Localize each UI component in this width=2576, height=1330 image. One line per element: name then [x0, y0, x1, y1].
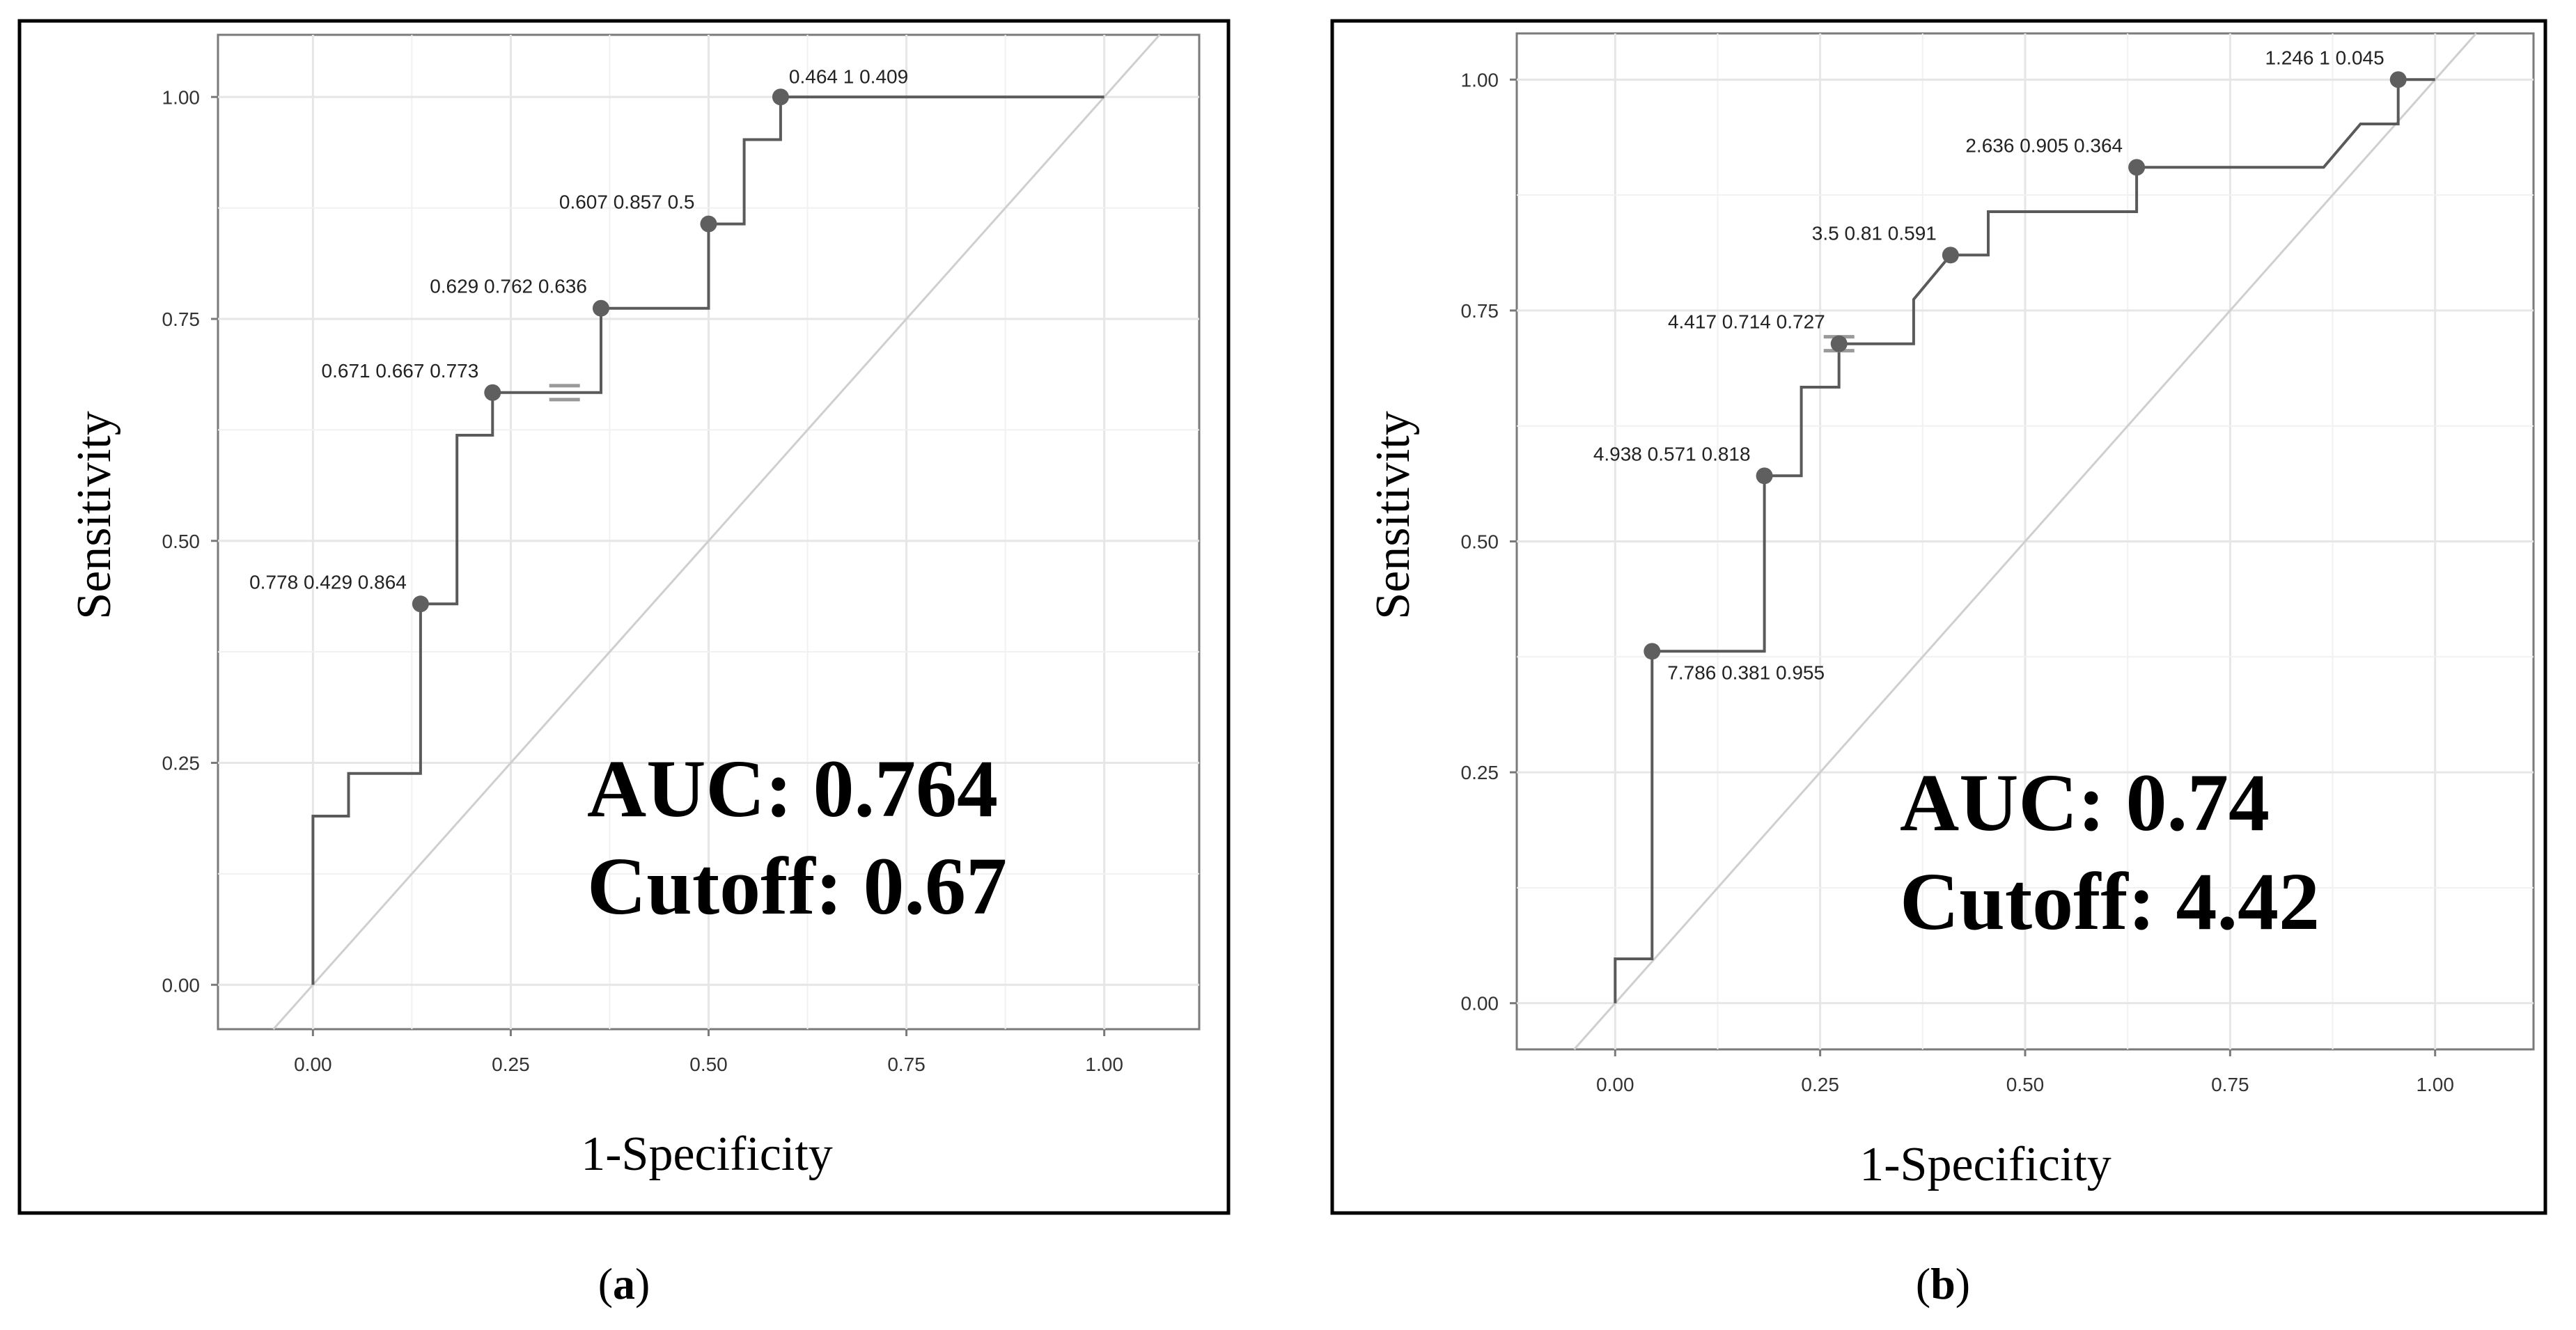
panel-b-roc-point	[1756, 467, 1773, 485]
panel-b-point-label: 7.786 0.381 0.955	[1667, 662, 1825, 683]
panel-a-roc-point	[772, 88, 789, 106]
panel-a-x-tick-label: 0.75	[887, 1054, 926, 1075]
panel-b-point-label: 3.5 0.81 0.591	[1812, 222, 1937, 244]
panel-b-cutoff-label: Cutoff: 4.42	[1900, 856, 2320, 947]
panel-a-roc-point	[484, 384, 501, 401]
panel-b-diagonal-line	[1573, 33, 2477, 1050]
panel-b-roc-point	[2128, 159, 2146, 176]
panel-b-y-tick-label: 0.50	[1461, 531, 1499, 553]
panel-a-x-tick-label: 0.50	[689, 1054, 728, 1075]
panel-a-y-tick-label: 0.00	[162, 974, 201, 996]
panel-a-point-label: 0.671 0.667 0.773	[322, 360, 479, 382]
panel-b-x-tick-label: 0.50	[2006, 1074, 2045, 1095]
panel-b-roc-point	[2389, 71, 2407, 88]
panel-a-point-label: 0.607 0.857 0.5	[559, 191, 695, 213]
panel-b-x-tick-label: 0.00	[1596, 1074, 1634, 1095]
panel-b-point-label: 4.417 0.714 0.727	[1668, 311, 1825, 333]
panel-b-y-tick-label: 0.00	[1461, 993, 1499, 1015]
panel-a-x-tick-label: 0.00	[294, 1054, 332, 1075]
panel-b-grid	[1517, 33, 2534, 1049]
caption-b: (b)	[1916, 1259, 1970, 1308]
panel-a-x-tick-label: 1.00	[1085, 1054, 1123, 1075]
panel-b-roc-point	[1644, 643, 1661, 660]
panel-a: 0.778 0.429 0.864 0.671 0.667 0.773 0.629 …	[17, 19, 1231, 1215]
panel-b-x-tick-label: 0.75	[2211, 1074, 2249, 1095]
panel-b-ticks: 0.00 0.25 0.50 0.75 1.00 0.00 0.25 0.50 0.75 1.00	[1461, 69, 2454, 1095]
panel-b-roc-line	[1614, 78, 2435, 1003]
panel-b-auc-label: AUC: 0.74	[1900, 757, 2270, 848]
panel-b-roc-curve	[1614, 78, 2435, 1003]
panel-a-roc-point	[412, 595, 429, 613]
panel-a-y-tick-label: 0.50	[162, 531, 201, 552]
panel-b-points: 7.786 0.381 0.955 4.938 0.571 0.818 4.417 …	[1593, 47, 2407, 683]
panel-b-y-tick-label: 0.25	[1461, 762, 1499, 783]
panel-a-roc-point	[592, 299, 609, 317]
panel-a-roc-point	[700, 215, 717, 233]
panel-a-point-label: 0.464 1 0.409	[789, 65, 908, 87]
panel-b-x-tick-label: 1.00	[2416, 1074, 2454, 1095]
panel-b-point-label: 1.246 1 0.045	[2265, 47, 2384, 68]
panel-a-ticks: 0.00 0.25 0.50 0.75 1.00 0.00 0.25 0.50 0.75 1.00	[162, 86, 1123, 1075]
panel-b-y-tick-label: 1.00	[1461, 69, 1499, 91]
panel-b-point-label: 2.636 0.905 0.364	[1965, 134, 2123, 156]
panel-b-y-axis-title: Sensitivity	[1366, 411, 1420, 619]
caption-a: (a)	[598, 1259, 650, 1308]
panel-a-point-label: 0.778 0.429 0.864	[249, 571, 407, 593]
panel-a-cutoff-marker	[549, 384, 580, 402]
panel-a-point-label: 0.629 0.762 0.636	[430, 276, 587, 297]
panel-a-x-axis-title: 1-Specificity	[581, 1127, 833, 1181]
panel-b: 7.786 0.381 0.955 4.938 0.571 0.818 4.417 …	[1330, 19, 2547, 1215]
panel-a-x-tick-label: 0.25	[492, 1054, 530, 1075]
panel-a-grid	[218, 35, 1199, 1029]
panel-b-x-tick-label: 0.25	[1801, 1074, 1839, 1095]
panel-b-reference-line	[1573, 33, 2477, 1050]
panel-a-reference-line	[272, 34, 1161, 1030]
panel-a-points: 0.778 0.429 0.864 0.671 0.667 0.773 0.629 …	[249, 65, 908, 613]
panel-b-point-label: 4.938 0.571 0.818	[1593, 443, 1751, 464]
panel-a-auc-label: AUC: 0.764	[587, 743, 998, 834]
panel-b-roc-point	[1942, 247, 1959, 264]
panel-a-diagonal-line	[272, 34, 1161, 1030]
panel-a-y-tick-label: 1.00	[162, 86, 201, 108]
panel-b-roc-point	[1830, 335, 1848, 352]
panel-a-y-tick-label: 0.25	[162, 753, 201, 774]
panel-a-cutoff-label: Cutoff: 0.67	[587, 840, 1007, 932]
panel-b-y-tick-label: 0.75	[1461, 300, 1499, 322]
panel-b-x-axis-title: 1-Specificity	[1859, 1138, 2111, 1191]
panel-a-y-tick-label: 0.75	[162, 308, 201, 330]
panel-a-y-axis-title: Sensitivity	[68, 411, 121, 619]
